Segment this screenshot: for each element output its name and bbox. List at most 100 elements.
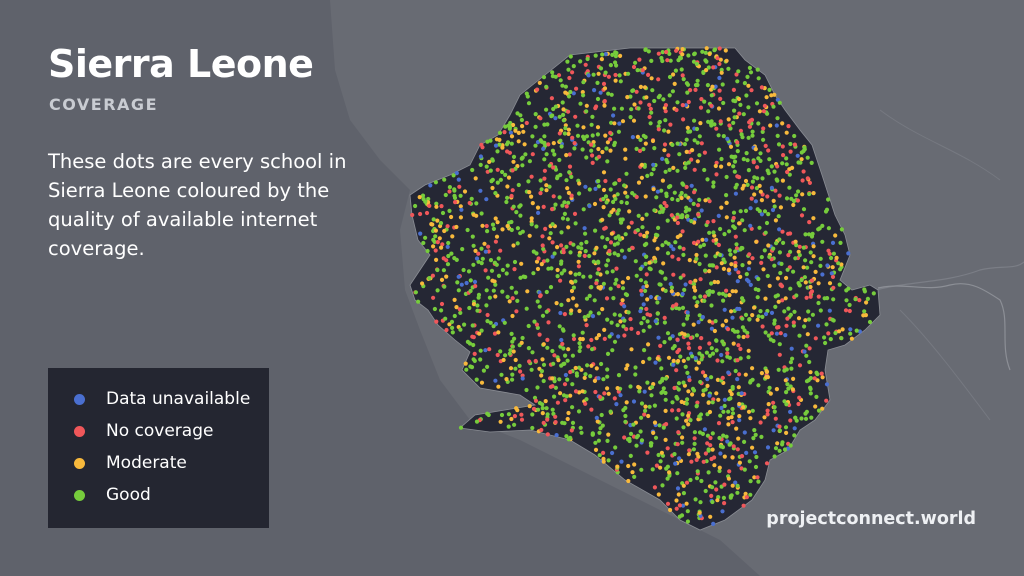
- school-dot: [731, 164, 736, 169]
- school-dot: [786, 124, 791, 129]
- school-dot: [676, 257, 681, 262]
- school-dot: [628, 384, 633, 389]
- school-dot: [537, 332, 542, 337]
- school-dot: [716, 421, 722, 426]
- school-dot: [589, 363, 594, 368]
- school-dot: [784, 162, 789, 167]
- school-dot: [452, 187, 457, 192]
- school-dot: [535, 385, 540, 390]
- school-dot: [430, 222, 435, 227]
- school-dot: [463, 361, 468, 366]
- school-dot: [636, 384, 641, 390]
- school-dot: [582, 226, 587, 231]
- school-dot: [439, 204, 444, 209]
- school-dot: [714, 265, 719, 270]
- school-dot: [729, 415, 734, 420]
- school-dot: [721, 266, 727, 271]
- school-dot: [548, 231, 553, 236]
- school-dot: [641, 316, 646, 321]
- school-dot: [639, 401, 645, 406]
- school-dot: [544, 152, 549, 157]
- school-dot: [474, 377, 479, 382]
- school-dot: [567, 170, 572, 175]
- school-dot: [584, 103, 589, 108]
- school-dot: [643, 141, 648, 146]
- school-dot: [764, 95, 769, 100]
- school-dot: [680, 229, 685, 234]
- school-dot: [474, 201, 479, 206]
- school-dot: [694, 252, 699, 258]
- school-dot: [726, 268, 731, 273]
- school-dot: [772, 169, 777, 174]
- school-dot: [675, 486, 681, 491]
- school-dot: [596, 438, 602, 443]
- source-link[interactable]: projectconnect.world: [766, 509, 976, 529]
- school-dot: [501, 357, 506, 363]
- school-dot: [739, 454, 745, 459]
- school-dot: [768, 391, 773, 396]
- school-dot: [582, 253, 587, 258]
- school-dot: [594, 336, 599, 341]
- school-dot: [765, 375, 771, 380]
- school-dot: [631, 64, 637, 70]
- school-dot: [644, 254, 649, 259]
- school-dot: [591, 140, 596, 145]
- school-dot: [680, 503, 686, 508]
- school-dot: [488, 258, 494, 263]
- school-dot: [718, 57, 723, 62]
- school-dot: [707, 269, 712, 274]
- school-dot: [623, 292, 629, 297]
- school-dot: [612, 312, 617, 317]
- school-dot: [483, 268, 488, 273]
- school-dot: [805, 155, 810, 160]
- school-dot: [773, 304, 778, 309]
- school-dot: [516, 130, 521, 135]
- school-dot: [686, 356, 691, 361]
- school-dot: [752, 428, 757, 433]
- school-dot: [772, 409, 777, 414]
- school-dot: [729, 262, 734, 267]
- river: [899, 309, 991, 421]
- school-dot: [431, 295, 436, 300]
- school-dot: [662, 320, 668, 325]
- school-dot: [541, 362, 547, 367]
- school-dot: [743, 491, 748, 496]
- school-dot: [607, 248, 612, 254]
- school-dot: [435, 288, 440, 293]
- school-dot: [704, 350, 710, 355]
- school-dot: [570, 382, 575, 387]
- school-dot: [745, 74, 750, 79]
- school-dot: [722, 482, 727, 487]
- school-dot: [434, 319, 439, 324]
- school-dot: [634, 273, 639, 278]
- school-dot: [577, 308, 582, 314]
- school-dot: [630, 470, 635, 475]
- school-dot: [721, 495, 727, 500]
- school-dot: [746, 83, 751, 88]
- school-dot: [767, 157, 772, 162]
- school-dot: [615, 386, 620, 391]
- school-dot: [538, 178, 543, 183]
- school-dot: [809, 260, 814, 265]
- school-dot: [519, 417, 525, 422]
- school-dot: [601, 456, 606, 461]
- school-dot: [641, 302, 646, 307]
- school-dot: [714, 237, 719, 242]
- school-dot: [771, 338, 776, 344]
- school-dot: [692, 167, 697, 172]
- school-dot: [492, 331, 498, 336]
- school-dot: [665, 218, 670, 223]
- school-dot: [613, 78, 618, 83]
- school-dot: [559, 230, 564, 235]
- school-dot: [601, 170, 607, 175]
- school-dot: [639, 321, 644, 326]
- legend-item-data-unavailable: Data unavailable: [74, 383, 269, 415]
- school-dot: [496, 256, 501, 261]
- school-dot: [600, 52, 605, 57]
- school-dot: [652, 485, 658, 490]
- school-dot: [695, 78, 700, 83]
- school-dot: [623, 147, 628, 152]
- school-dot: [671, 165, 676, 170]
- school-dot: [596, 179, 601, 184]
